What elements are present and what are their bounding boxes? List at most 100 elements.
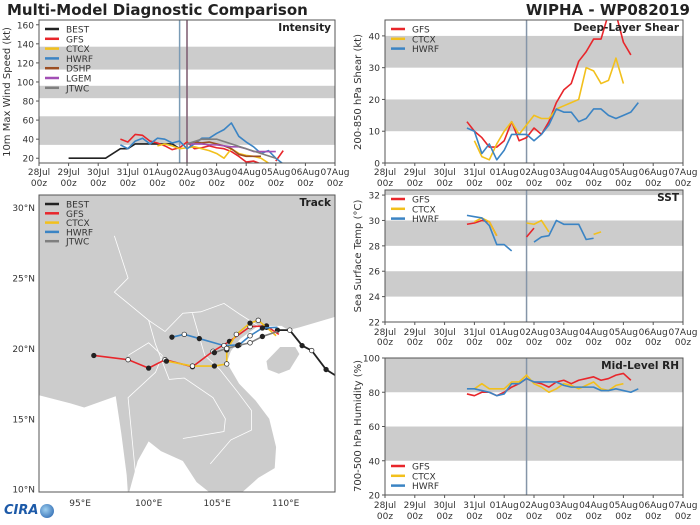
x-tick-label: 07Aug: [668, 168, 697, 178]
x-tick-label: 00z: [407, 512, 423, 522]
x-tick-label: 04Aug: [579, 501, 608, 511]
track-point-ctcx: [189, 363, 196, 369]
lat-label: 25°N: [12, 275, 35, 285]
x-tick-label: 05Aug: [609, 168, 638, 178]
series-line-lgem: [187, 143, 276, 153]
track-point-jtwc: [235, 342, 241, 349]
x-tick-label: 00z: [586, 179, 602, 189]
x-tick-label: 00z: [556, 179, 572, 189]
track-point-hwrf: [181, 331, 187, 338]
x-tick-label: 02Aug: [172, 168, 201, 178]
x-tick-label: 04Aug: [579, 168, 608, 178]
x-tick-label: 01Aug: [143, 168, 172, 178]
lat-label: 10°N: [12, 486, 35, 496]
lon-label: 95°E: [69, 499, 91, 509]
hainan-island: [266, 347, 300, 374]
x-tick-label: 00z: [466, 338, 482, 348]
lat-label: 20°N: [12, 345, 35, 355]
x-tick-label: 29Jul: [404, 501, 426, 511]
lon-label: 105°E: [203, 499, 231, 509]
track-point-jtwc: [259, 333, 266, 340]
x-tick-label: 04Aug: [579, 328, 608, 338]
track-point-hwrf: [247, 333, 253, 339]
track-point-best: [323, 366, 329, 373]
x-tick-label: 00z: [466, 179, 482, 189]
series-line-jtwc: [186, 138, 277, 159]
figure-title: Multi-Model Diagnostic Comparison: [7, 1, 308, 19]
x-tick-label: 00z: [526, 512, 542, 522]
track-point-jtwc: [247, 340, 253, 346]
x-tick-label: 28Jul: [374, 501, 396, 511]
x-tick-label: 28Jul: [28, 168, 50, 178]
sst-panel: 22242628303228Jul00z29Jul00z30Jul00z31Ju…: [353, 189, 698, 348]
x-tick-label: 29Jul: [57, 168, 79, 178]
track-point-gfs: [125, 357, 131, 363]
shaded-band: [385, 426, 683, 461]
x-tick-label: 00z: [377, 338, 393, 348]
logo-text: CIRA: [4, 503, 39, 518]
y-tick-label: 22: [369, 319, 380, 329]
lat-label: 15°N: [12, 415, 35, 425]
track-point-ctcx: [255, 317, 261, 323]
panel-title: Intensity: [278, 22, 331, 34]
shaded-band: [385, 271, 683, 297]
series-line-gfs: [120, 133, 261, 163]
track-point-gfs: [145, 365, 152, 371]
series-line-hwrf: [120, 122, 284, 163]
series-line-ctcx: [593, 231, 602, 236]
x-tick-label: 03Aug: [549, 328, 578, 338]
x-tick-label: 00z: [90, 179, 106, 189]
x-tick-label: 31Jul: [463, 168, 485, 178]
y-tick-label: 0: [374, 160, 380, 170]
lon-label: 110°E: [272, 499, 300, 509]
x-tick-label: 00z: [615, 179, 631, 189]
x-tick-label: 29Jul: [404, 328, 426, 338]
x-tick-label: 03Aug: [549, 501, 578, 511]
map-frame: [38, 194, 336, 493]
x-tick-label: 00z: [556, 338, 572, 348]
y-tick-label: 40: [369, 32, 381, 42]
panel-title: Deep-Layer Shear: [573, 22, 679, 34]
x-tick-label: 00z: [31, 179, 47, 189]
x-tick-label: 00z: [496, 338, 512, 348]
track-point-gfs: [91, 352, 97, 359]
y-tick-label: 60: [23, 117, 35, 127]
country-border: [148, 320, 226, 439]
x-tick-label: 00z: [615, 512, 631, 522]
x-tick-label: 30Jul: [87, 168, 109, 178]
y-tick-label: 140: [17, 40, 34, 50]
x-tick-label: 00z: [268, 179, 284, 189]
panel-title: SST: [657, 192, 680, 204]
legend-label: CTCX: [412, 35, 436, 45]
country-border: [113, 235, 259, 333]
y-tick-label: 80: [23, 98, 35, 108]
x-tick-label: 00z: [407, 179, 423, 189]
x-tick-label: 00z: [466, 512, 482, 522]
map-content: [39, 195, 335, 492]
x-tick-label: 00z: [496, 179, 512, 189]
legend-label: HWRF: [66, 55, 93, 65]
legend-label: JTWC: [65, 84, 89, 94]
legend-label: GFS: [412, 196, 430, 206]
y-tick-label: 32: [369, 192, 380, 202]
shaded-band: [385, 35, 683, 68]
y-axis-label: 200-850 hPa Shear (kt): [353, 34, 364, 150]
legend-label: CTCX: [412, 472, 436, 482]
gulf-of-thailand: [129, 441, 210, 492]
x-tick-label: 31Jul: [463, 501, 485, 511]
legend-label: GFS: [412, 463, 430, 473]
shaded-band: [385, 190, 683, 196]
south-china-sea: [226, 316, 335, 492]
x-tick-label: 00z: [586, 512, 602, 522]
x-tick-label: 00z: [645, 179, 661, 189]
x-tick-label: 04Aug: [232, 168, 261, 178]
storm-title: WIPHA - WP082019: [525, 1, 690, 19]
series-line-hwrf: [466, 377, 639, 397]
x-tick-label: 06Aug: [639, 168, 668, 178]
x-tick-label: 00z: [556, 512, 572, 522]
x-tick-label: 30Jul: [433, 501, 455, 511]
x-tick-label: 00z: [615, 338, 631, 348]
legend-label: HWRF: [412, 45, 439, 55]
x-tick-label: 05Aug: [261, 168, 290, 178]
